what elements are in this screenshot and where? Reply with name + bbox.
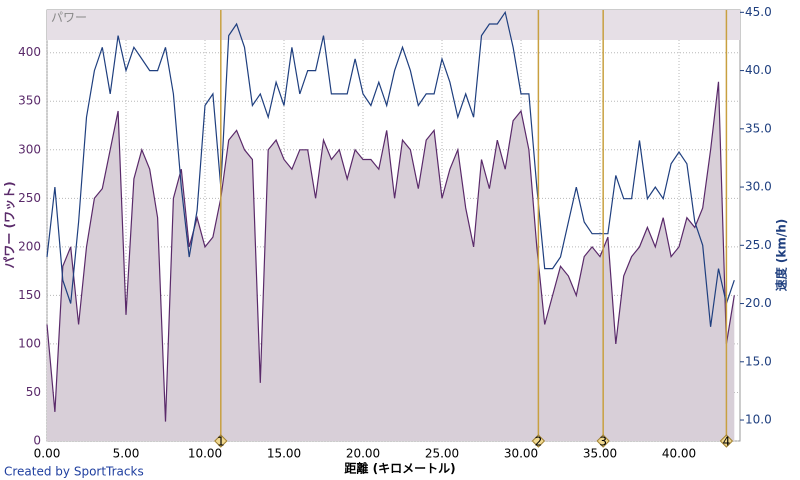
x-axis-label: 距離 (キロメートル)	[344, 461, 455, 476]
x-tick-label: 20.00	[346, 447, 380, 461]
y-tick-label: 0	[33, 434, 41, 448]
x-tick-label: 10.00	[188, 447, 222, 461]
y-tick-label: 400	[18, 45, 41, 59]
area	[47, 81, 735, 442]
lap-marker	[719, 434, 734, 448]
lap-label: 2	[535, 435, 543, 449]
y-tick-label: 300	[18, 142, 41, 156]
line	[46, 81, 735, 422]
x-tick-label: 25.00	[425, 447, 459, 461]
y2-tick-label: 35.0	[745, 121, 772, 135]
x-tick-label: 0.00	[34, 447, 61, 461]
lap-label: 1	[217, 435, 225, 449]
y2-axis-label: 速度 (km/h)	[774, 219, 789, 292]
y2-tick-label: 25.0	[745, 238, 772, 252]
y2-tick-label: 20.0	[745, 296, 772, 310]
lap-marker	[531, 434, 546, 448]
y-axis-label: パワー (ワット)	[3, 181, 17, 268]
line	[46, 10, 735, 327]
y-tick-label: 200	[18, 239, 41, 253]
x-tick-label: 40.00	[662, 447, 696, 461]
lap-marker	[596, 434, 610, 448]
y-tick-label: 250	[18, 191, 41, 205]
x-tick-label: 15.00	[267, 447, 301, 461]
lap-label: 4	[723, 435, 731, 449]
y-tick-label: 150	[18, 288, 41, 302]
y2-tick-label: 10.0	[745, 413, 772, 427]
x-tick-label: 30.00	[504, 447, 538, 461]
y-tick-label: 100	[18, 336, 41, 350]
chart-title: パワー	[51, 11, 87, 25]
y-tick-label: 350	[18, 94, 41, 108]
credit: Created by SportTracks	[4, 465, 144, 479]
x-tick-label: 5.00	[113, 447, 140, 461]
lap-marker	[214, 434, 228, 448]
x-tick-label: 35.00	[583, 447, 617, 461]
y2-tick-label: 15.0	[745, 354, 772, 368]
plot-header	[47, 10, 740, 40]
y2-tick-label: 30.0	[745, 180, 772, 194]
y2-tick-label: 40.0	[745, 63, 772, 77]
lap-label: 3	[599, 435, 607, 449]
plot-layer: 05010015020025030035040010.015.020.025.0…	[18, 5, 772, 461]
y2-tick-label: 45.0	[745, 5, 772, 19]
y-tick-label: 50	[26, 385, 41, 399]
